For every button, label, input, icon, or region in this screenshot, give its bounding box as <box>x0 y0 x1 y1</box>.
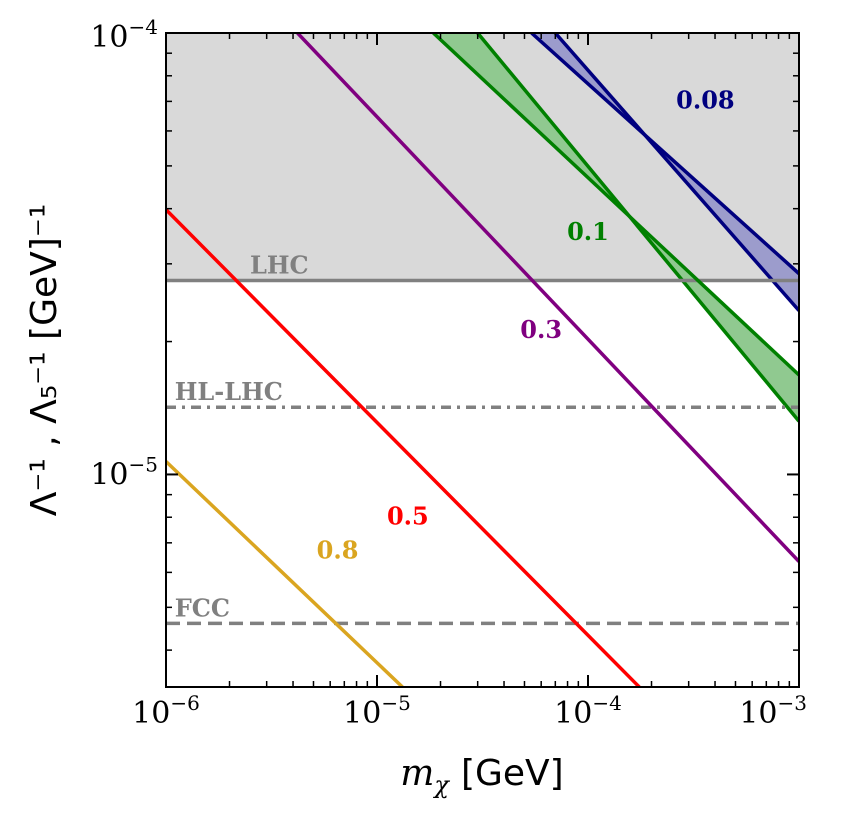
curve-0-3 <box>296 33 799 563</box>
x-tick-label: 10−3 <box>739 691 807 731</box>
x-axis-symbol: m <box>400 753 434 794</box>
y-tick-label: 10−5 <box>90 452 158 492</box>
plot-frame <box>165 32 800 688</box>
y-tick-label: 10−4 <box>90 15 158 55</box>
y-axis-title: Λ⁻¹ , Λ₅⁻¹ [GeV]⁻¹ <box>24 204 65 517</box>
curve-0-5 <box>166 208 641 687</box>
fcc-limit-label: FCC <box>175 593 230 622</box>
curve-0-8 <box>166 460 404 687</box>
x-axis-title: mχ [GeV] <box>400 753 563 799</box>
curve-labels: 0.8 0.5 0.3 0.1 0.08 <box>317 85 735 564</box>
lhc-limit-label: LHC <box>250 251 309 280</box>
x-tick-label: 10−6 <box>132 691 200 731</box>
plot-area <box>166 33 799 687</box>
hl-lhc-limit-label: HL-LHC <box>175 377 283 406</box>
curve-0-1 <box>432 33 799 377</box>
curve-0-08 <box>530 33 799 275</box>
curve-label-0-8: 0.8 <box>317 536 359 565</box>
x-tick-label: 10−4 <box>554 691 622 731</box>
x-axis-unit: [GeV] <box>461 753 564 794</box>
x-tick-label: 10−5 <box>343 691 411 731</box>
curve-label-0-3: 0.3 <box>520 315 562 344</box>
curve-label-0-08: 0.08 <box>676 85 734 114</box>
limit-labels: LHC HL-LHC FCC <box>175 251 309 623</box>
band-1-lower-edge <box>554 33 799 312</box>
curve-label-0-5: 0.5 <box>387 502 429 531</box>
curve-label-0-1: 0.1 <box>567 217 609 246</box>
x-axis-subscript: χ <box>432 771 450 799</box>
band-0-lower-edge <box>476 33 799 423</box>
axis-ticks: 10−6 10−5 10−4 10−3 10−5 10−4 <box>90 15 807 731</box>
